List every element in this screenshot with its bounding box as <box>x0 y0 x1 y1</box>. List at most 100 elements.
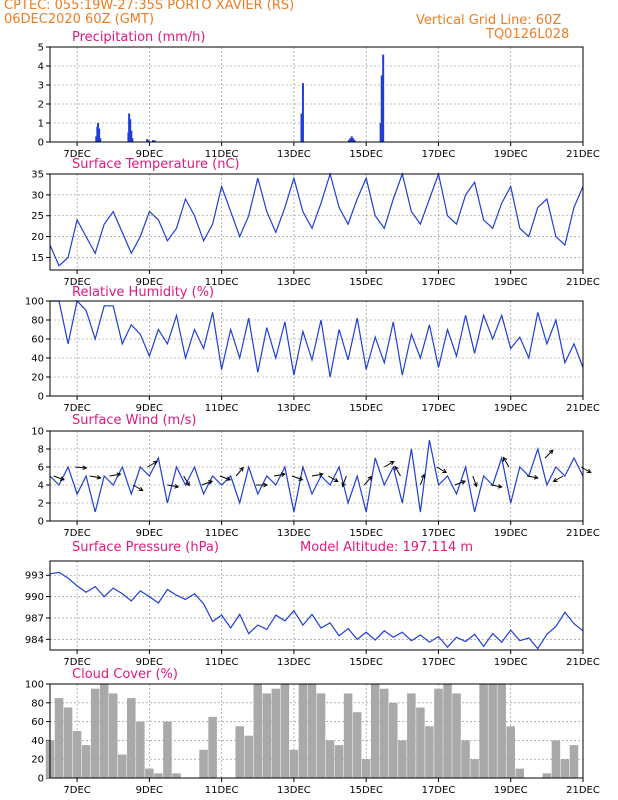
wind-arrow-head <box>389 460 395 466</box>
precip-bar <box>353 140 356 142</box>
wind-arrow-head <box>298 476 304 481</box>
x-tick-label: 13DEC <box>277 528 311 539</box>
wind-arrow-head <box>502 456 508 462</box>
wind-arrow-head <box>153 460 158 466</box>
x-tick-label: 17DEC <box>422 149 456 160</box>
x-tick-label: 21DEC <box>566 657 600 668</box>
y-tick-label: 40 <box>31 354 44 365</box>
x-tick-label: 19DEC <box>494 403 528 414</box>
cloud-bar <box>127 698 136 778</box>
wind-arrow-shaft <box>526 475 538 479</box>
y-tick-label: 100 <box>25 680 44 691</box>
y-tick-label: 4 <box>38 62 44 73</box>
humidity-line <box>50 299 584 378</box>
x-tick-label: 19DEC <box>494 149 528 160</box>
temperature-frame <box>49 173 584 271</box>
wind-arrow-shaft <box>342 475 347 487</box>
wind-arrow-shaft <box>183 475 190 486</box>
cloud-bar <box>235 726 244 778</box>
cloud-bar <box>452 693 461 778</box>
precip-bar <box>97 123 100 142</box>
wind-arrow <box>109 472 122 477</box>
x-tick-label: 15DEC <box>349 277 383 288</box>
y-tick-label: 984 <box>25 635 44 646</box>
wind-arrow-shaft <box>235 467 244 477</box>
wind-arrow-shaft <box>394 466 401 477</box>
cloud-bar <box>389 702 398 778</box>
wind-arrow <box>89 475 102 480</box>
wind-arrow-head <box>82 465 88 471</box>
y-tick-label: 80 <box>31 316 44 327</box>
wind-arrow-shaft <box>472 475 478 487</box>
wind-arrow-shaft <box>291 475 303 481</box>
y-tick-label: 0 <box>38 517 44 528</box>
x-tick-label: 19DEC <box>494 277 528 288</box>
y-tick-label: 6 <box>38 463 44 474</box>
cloud-bar <box>398 740 407 778</box>
cloud-bar <box>569 745 579 778</box>
x-tick-label: 11DEC <box>205 528 239 539</box>
precip-bar <box>131 138 134 142</box>
x-tick-label: 13DEC <box>277 403 311 414</box>
y-tick-label: 5 <box>38 43 44 54</box>
run-date: 06DEC2020 60Z (GMT) <box>4 12 155 27</box>
cloud-bar <box>361 759 371 778</box>
wind-arrow <box>201 480 214 486</box>
y-tick-label: 25 <box>31 211 44 222</box>
x-tick-label: 15DEC <box>349 657 383 668</box>
wind-arrow-shaft <box>544 449 554 459</box>
y-tick-label: 0 <box>38 138 44 149</box>
wind-arrow-shaft <box>132 484 143 491</box>
x-tick-label: 21DEC <box>566 403 600 414</box>
cloud-bar <box>108 693 118 778</box>
wind-arrow-head <box>185 481 190 487</box>
cloud-cover-title: Cloud Cover (%) <box>72 667 178 682</box>
y-tick-label: 990 <box>25 592 44 603</box>
wind-arrow <box>75 465 88 471</box>
wind-arrow-head <box>239 466 244 472</box>
wind-arrow <box>490 484 503 489</box>
wind-arrow <box>526 475 539 480</box>
precipitation-frame <box>49 46 584 143</box>
y-tick-label: 993 <box>25 571 44 582</box>
cloud-bar <box>262 693 272 778</box>
cloud-bar <box>425 726 434 778</box>
wind-arrow <box>341 475 347 488</box>
pressure-panel: Surface Pressure (hPa) Model Altitude: 19… <box>25 540 600 668</box>
x-tick-label: 17DEC <box>422 277 456 288</box>
wind-arrow-head <box>226 476 232 481</box>
wind-frame <box>49 430 584 522</box>
x-tick-label: 17DEC <box>422 657 456 668</box>
wind-arrow-shaft <box>219 475 231 481</box>
wind-arrow-shaft <box>109 473 121 477</box>
y-tick-label: 100 <box>25 297 44 308</box>
x-tick-label: 15DEC <box>349 785 383 796</box>
wind-arrow <box>502 456 510 468</box>
wind-arrow <box>363 475 373 486</box>
wind-arrow-head <box>59 476 65 481</box>
precip-bar <box>146 139 149 142</box>
wind-arrow <box>327 475 339 483</box>
wind-arrow-head <box>318 472 324 477</box>
pressure-title: Surface Pressure (hPa) <box>72 540 219 555</box>
wind-arrow-head <box>586 468 592 474</box>
x-tick-label: 9DEC <box>136 403 163 414</box>
cloud-bar <box>506 726 515 778</box>
wind-arrow <box>544 449 554 459</box>
wind-arrow-head <box>341 482 346 488</box>
x-tick-label: 21DEC <box>566 277 600 288</box>
cloud-bar <box>172 773 181 778</box>
cloud-bar <box>163 721 172 778</box>
cloud-bar <box>81 745 91 778</box>
x-tick-label: 21DEC <box>566 528 600 539</box>
precip-bar <box>349 138 352 142</box>
wind-arrow <box>255 482 269 488</box>
station-header: CPTEC: 055:19W-27:35S PORTO XAVIER (RS) <box>4 0 295 13</box>
humidity-title: Relative Humidity (%) <box>72 285 214 300</box>
wind-arrow <box>132 484 144 492</box>
y-tick-label: 10 <box>31 427 44 438</box>
cloud-bar <box>325 740 335 778</box>
wind-arrow <box>454 480 467 486</box>
temperature-panel: Surface Temperature (nC) 15 20 25 30 35 7DEC 9D… <box>31 157 600 288</box>
cloud-bar <box>542 773 552 778</box>
